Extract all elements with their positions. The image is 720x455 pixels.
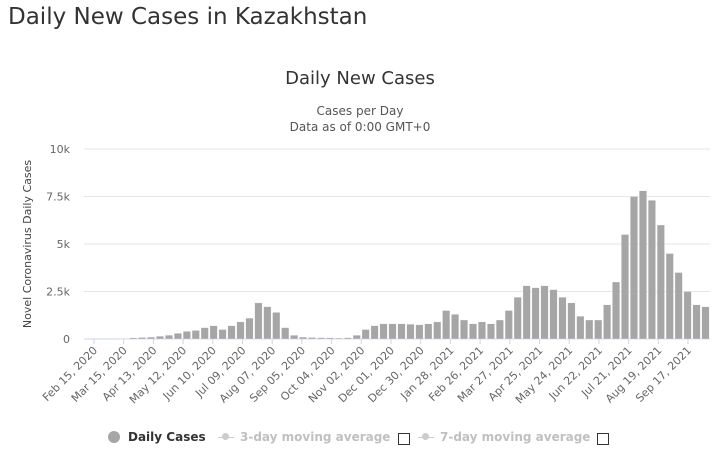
bar xyxy=(585,319,594,340)
bar xyxy=(290,335,299,340)
chart-container: Daily New Cases Cases per Day Data as of… xyxy=(0,56,720,455)
bar xyxy=(621,234,629,340)
bar xyxy=(379,323,388,340)
bar xyxy=(191,330,200,340)
bar xyxy=(522,285,531,340)
bar xyxy=(120,338,129,340)
bar xyxy=(352,335,361,340)
bar xyxy=(299,336,307,340)
bar xyxy=(129,337,138,340)
bar xyxy=(397,323,406,340)
legend-dot-icon xyxy=(108,431,120,443)
bar xyxy=(138,337,147,340)
bar xyxy=(603,304,612,340)
bar xyxy=(487,323,495,340)
legend-label: 3-day moving average xyxy=(240,430,391,444)
legend-item-3-day-average[interactable]: 3-day moving average xyxy=(218,430,390,444)
bar xyxy=(370,325,379,340)
bar xyxy=(227,325,236,340)
y-tick-label: 0 xyxy=(63,333,70,346)
bar xyxy=(531,287,540,340)
bar xyxy=(567,302,576,340)
chart-subtitle-line: Cases per Day xyxy=(316,104,404,118)
bar xyxy=(245,317,254,340)
y-tick-label: 7.5k xyxy=(46,191,70,204)
bar xyxy=(361,329,370,340)
bar xyxy=(236,321,245,340)
bar xyxy=(558,297,567,340)
checkbox-3-day-average[interactable] xyxy=(398,433,410,445)
bar xyxy=(433,321,442,340)
y-tick-label: 10k xyxy=(50,143,71,156)
bar xyxy=(692,304,701,340)
bar xyxy=(200,327,209,340)
bar xyxy=(388,323,397,340)
bar xyxy=(469,323,477,340)
bar xyxy=(424,323,433,340)
bar xyxy=(174,333,182,340)
bar xyxy=(165,335,173,340)
bar xyxy=(254,302,263,340)
bar xyxy=(156,335,164,340)
bar xyxy=(406,324,415,340)
bar xyxy=(272,312,281,340)
legend-label: Daily Cases xyxy=(128,430,206,444)
bar xyxy=(317,337,325,340)
bar xyxy=(334,337,343,340)
y-tick-label: 2.5k xyxy=(46,286,70,299)
bar xyxy=(451,314,459,340)
bar xyxy=(656,224,665,340)
bar xyxy=(478,321,486,340)
page-title: Daily New Cases in Kazakhstan xyxy=(8,4,368,30)
bar xyxy=(308,337,316,340)
bar xyxy=(415,324,424,340)
bar xyxy=(495,319,504,340)
bar xyxy=(442,310,451,340)
bar xyxy=(665,253,674,340)
bar xyxy=(674,272,683,340)
bar xyxy=(639,190,647,340)
bar xyxy=(612,281,620,340)
chart-legend: Daily Cases 3-day moving average 7-day m… xyxy=(0,430,720,450)
legend-line-icon xyxy=(218,431,234,443)
bar xyxy=(326,337,334,340)
plot-area: 0 2.5k 5k 7.5k 10k Novel Coronavirus Daily Ca… xyxy=(21,143,710,406)
y-axis-title: Novel Coronavirus Daily Cases xyxy=(21,160,34,328)
y-tick-label: 5k xyxy=(57,238,71,251)
bar xyxy=(630,196,638,340)
legend-item-7-day-average[interactable]: 7-day moving average xyxy=(418,430,590,444)
bar xyxy=(549,289,558,340)
bar xyxy=(701,306,710,340)
bar xyxy=(513,297,522,340)
bar xyxy=(343,337,352,340)
bar xyxy=(263,306,272,340)
bar xyxy=(594,319,603,340)
bar xyxy=(147,336,155,340)
bar xyxy=(648,200,656,340)
bar xyxy=(540,285,549,340)
bar xyxy=(281,327,290,340)
bar xyxy=(504,310,513,340)
chart-subtitle: Cases per Day Data as of 0:00 GMT+0 xyxy=(0,103,720,135)
bar xyxy=(576,316,585,340)
bar xyxy=(182,331,191,340)
legend-line-icon xyxy=(418,431,434,443)
bar xyxy=(683,291,692,340)
legend-label: 7-day moving average xyxy=(440,430,591,444)
chart-title: Daily New Cases xyxy=(285,68,435,89)
chart-subtitle-line: Data as of 0:00 GMT+0 xyxy=(289,120,431,134)
legend-item-daily-cases[interactable]: Daily Cases xyxy=(108,430,206,444)
bar xyxy=(218,329,227,340)
checkbox-7-day-average[interactable] xyxy=(597,433,609,445)
bar xyxy=(209,325,218,340)
bar xyxy=(460,319,468,340)
